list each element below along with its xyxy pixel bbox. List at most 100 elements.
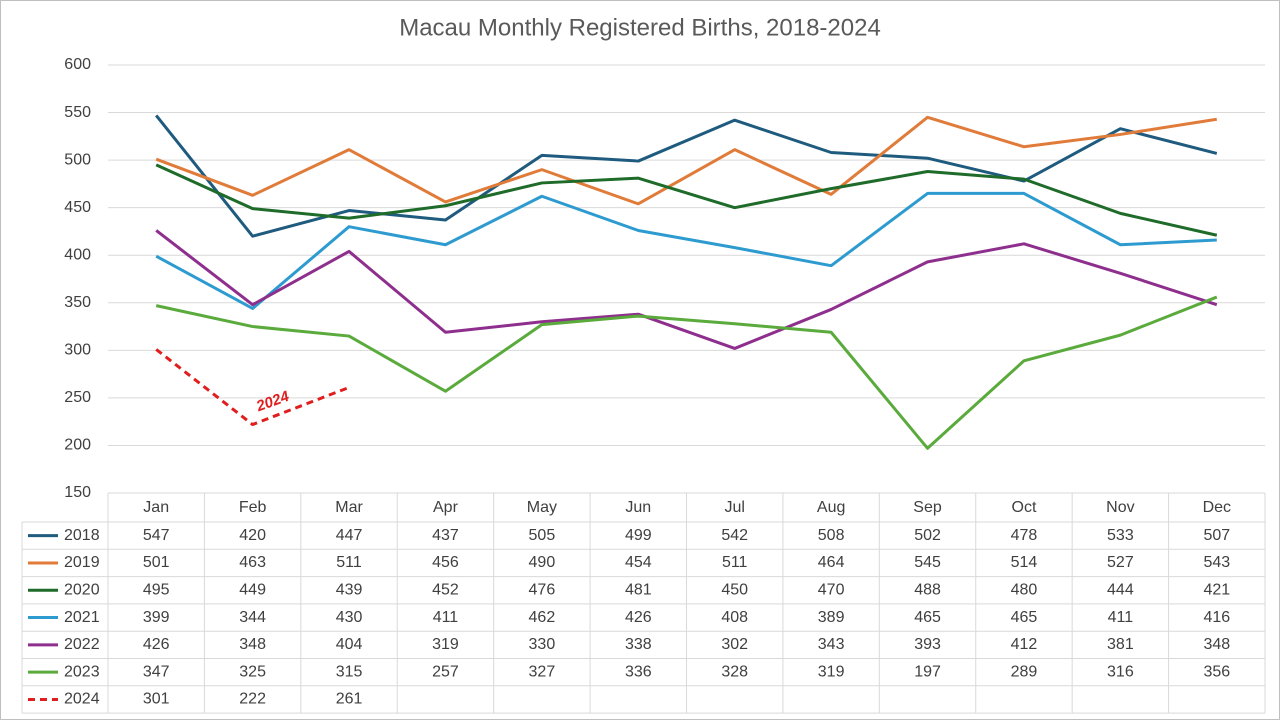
table-value: 325	[239, 663, 266, 680]
table-value: 404	[336, 636, 363, 653]
table-value: 488	[914, 581, 941, 598]
chart-title: Macau Monthly Registered Births, 2018-20…	[399, 14, 881, 41]
table-value: 347	[143, 663, 170, 680]
table-value: 480	[1011, 581, 1038, 598]
y-tick-label: 300	[64, 342, 91, 359]
table-value: 426	[143, 636, 170, 653]
legend-label: 2018	[64, 527, 100, 544]
table-value: 463	[239, 554, 266, 571]
table-value: 514	[1011, 554, 1038, 571]
x-tick-label: Oct	[1012, 499, 1037, 516]
table-value: 462	[529, 609, 556, 626]
table-value: 449	[239, 581, 266, 598]
table-value: 222	[239, 691, 266, 708]
table-value: 356	[1203, 663, 1230, 680]
table-value: 348	[239, 636, 266, 653]
y-tick-label: 600	[64, 56, 91, 73]
table-value: 543	[1203, 554, 1230, 571]
table-value: 411	[433, 609, 459, 626]
table-value: 302	[721, 636, 748, 653]
table-value: 447	[336, 527, 363, 544]
table-value: 421	[1203, 581, 1230, 598]
table-value: 450	[721, 581, 748, 598]
table-value: 444	[1107, 581, 1134, 598]
x-tick-label: Feb	[239, 499, 267, 516]
table-value: 338	[625, 636, 652, 653]
table-value: 499	[625, 527, 652, 544]
table-value: 511	[336, 554, 362, 571]
series-line	[155, 348, 350, 427]
table-value: 197	[914, 663, 941, 680]
legend-label: 2020	[64, 581, 100, 598]
table-value: 481	[625, 581, 652, 598]
table-value: 542	[721, 527, 748, 544]
y-tick-label: 250	[64, 389, 91, 406]
y-tick-label: 550	[64, 104, 91, 121]
legend-label: 2023	[64, 663, 100, 680]
table-value: 343	[818, 636, 845, 653]
table-value: 508	[818, 527, 845, 544]
table-value: 465	[1011, 609, 1038, 626]
table-value: 393	[914, 636, 941, 653]
table-value: 507	[1203, 527, 1230, 544]
table-value: 411	[1108, 609, 1134, 626]
x-tick-label: Jan	[143, 499, 169, 516]
legend-label: 2019	[64, 554, 100, 571]
y-tick-label: 150	[64, 484, 91, 501]
x-tick-label: Sep	[913, 499, 942, 516]
table-value: 527	[1107, 554, 1134, 571]
series-line	[155, 114, 1218, 238]
series-line	[155, 115, 1218, 206]
y-tick-label: 350	[64, 294, 91, 311]
table-value: 316	[1107, 663, 1134, 680]
table-value: 470	[818, 581, 845, 598]
x-tick-label: Jul	[724, 499, 744, 516]
table-value: 454	[625, 554, 652, 571]
table-value: 490	[529, 554, 556, 571]
table-value: 502	[914, 527, 941, 544]
legend-label: 2022	[64, 636, 100, 653]
y-tick-label: 400	[64, 246, 91, 263]
table-value: 330	[529, 636, 556, 653]
table-value: 439	[336, 581, 363, 598]
x-tick-label: Apr	[433, 499, 459, 516]
table-value: 344	[239, 609, 266, 626]
table-value: 465	[914, 609, 941, 626]
table-value: 315	[336, 663, 363, 680]
table-value: 533	[1107, 527, 1134, 544]
table-value: 399	[143, 609, 170, 626]
table-value: 464	[818, 554, 845, 571]
legend-label: 2021	[64, 609, 100, 626]
table-value: 501	[143, 554, 170, 571]
table-value: 328	[721, 663, 748, 680]
table-value: 389	[818, 609, 845, 626]
table-value: 476	[529, 581, 556, 598]
x-tick-label: May	[527, 499, 557, 516]
x-tick-label: Dec	[1203, 499, 1231, 516]
table-value: 257	[432, 663, 459, 680]
table-value: 416	[1203, 609, 1230, 626]
series-line	[155, 163, 1218, 237]
table-value: 408	[721, 609, 748, 626]
y-tick-label: 200	[64, 437, 91, 454]
series-line	[155, 229, 1218, 350]
table-value: 511	[722, 554, 748, 571]
table-value: 426	[625, 609, 652, 626]
table-value: 336	[625, 663, 652, 680]
table-value: 452	[432, 581, 459, 598]
y-tick-label: 450	[64, 199, 91, 216]
table-value: 327	[529, 663, 556, 680]
x-tick-label: Aug	[817, 499, 845, 516]
table-value: 319	[432, 636, 459, 653]
x-tick-label: Mar	[335, 499, 363, 516]
series-line	[155, 295, 1218, 450]
table-value: 289	[1011, 663, 1038, 680]
table-value: 348	[1203, 636, 1230, 653]
table-value: 430	[336, 609, 363, 626]
table-value: 437	[432, 527, 459, 544]
table-value: 545	[914, 554, 941, 571]
table-value: 301	[143, 691, 170, 708]
table-value: 261	[336, 691, 363, 708]
table-value: 478	[1011, 527, 1038, 544]
